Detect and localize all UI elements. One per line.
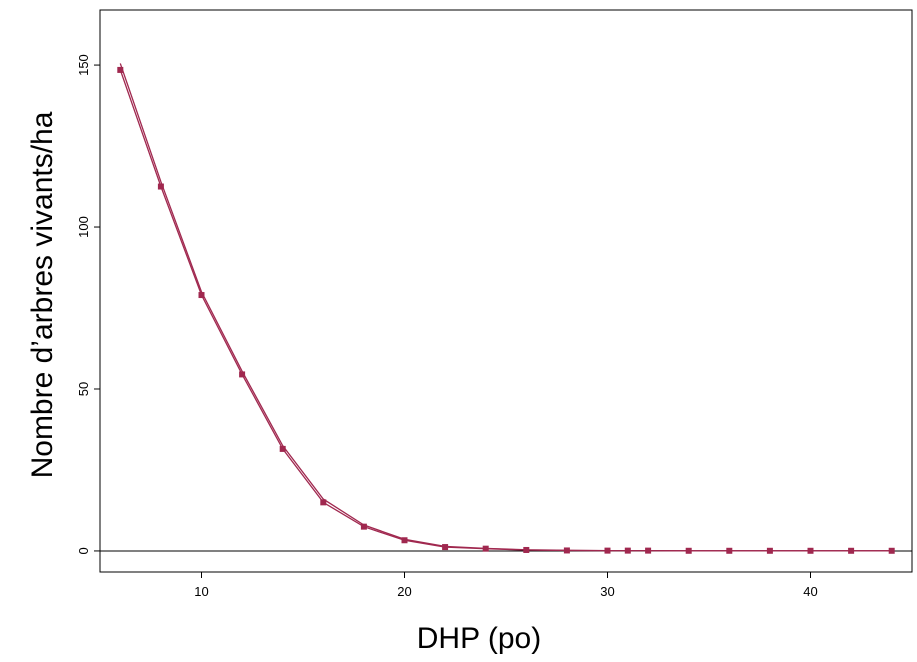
data-point-marker <box>442 544 449 551</box>
x-tick-label: 30 <box>600 584 614 599</box>
plot-frame <box>99 9 913 573</box>
data-point-marker <box>320 499 327 506</box>
y-axis-title: Nombre d’arbres vivants/ha <box>26 111 59 478</box>
data-point-marker <box>360 523 367 530</box>
data-point-marker <box>157 183 164 190</box>
series-line-2 <box>119 63 892 552</box>
y-tick-label: 0 <box>76 547 91 554</box>
data-point-marker <box>117 66 124 73</box>
data-point-marker <box>279 445 286 452</box>
y-tick-label: 50 <box>76 382 91 396</box>
x-axis-title: DHP (po) <box>417 622 541 655</box>
x-tick-label: 40 <box>803 584 817 599</box>
data-point-marker <box>198 292 205 299</box>
data-point-marker <box>239 371 246 378</box>
y-tick-label: 150 <box>76 54 91 76</box>
axis-ticks: 10 20 30 40 0 50 100 150 <box>76 54 818 599</box>
y-tick-label: 100 <box>76 216 91 238</box>
series-layer <box>117 63 895 554</box>
data-point-marker <box>401 537 408 544</box>
x-tick-label: 20 <box>397 584 411 599</box>
series-line-1 <box>119 69 892 552</box>
x-tick-label: 10 <box>194 584 208 599</box>
